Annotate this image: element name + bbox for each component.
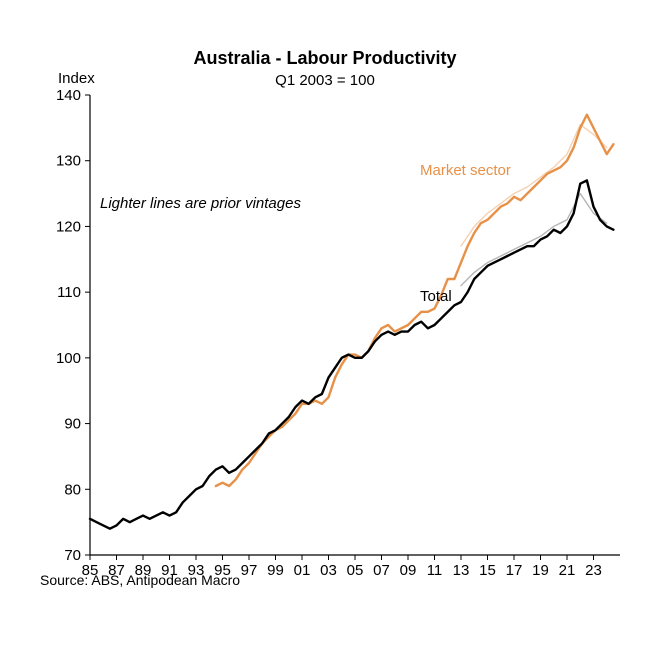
svg-text:70: 70 — [64, 547, 81, 564]
svg-text:01: 01 — [294, 562, 311, 579]
svg-text:17: 17 — [506, 562, 523, 579]
svg-text:13: 13 — [453, 562, 470, 579]
svg-text:03: 03 — [320, 562, 337, 579]
total-label: Total — [420, 288, 452, 305]
svg-text:80: 80 — [64, 481, 81, 498]
svg-text:90: 90 — [64, 416, 81, 433]
market-sector-label: Market sector — [420, 162, 511, 179]
svg-text:21: 21 — [559, 562, 576, 579]
svg-text:99: 99 — [267, 562, 284, 579]
svg-text:130: 130 — [56, 153, 81, 170]
chart-svg: 7080901001101201301408587899193959799010… — [0, 0, 650, 650]
chart-container: Australia - Labour Productivity Q1 2003 … — [0, 0, 650, 650]
svg-text:05: 05 — [347, 562, 364, 579]
vintage-annotation: Lighter lines are prior vintages — [100, 195, 301, 212]
svg-text:11: 11 — [427, 562, 443, 579]
svg-text:97: 97 — [241, 562, 258, 579]
svg-text:09: 09 — [400, 562, 417, 579]
svg-text:140: 140 — [56, 87, 81, 104]
svg-text:120: 120 — [56, 218, 81, 235]
svg-text:15: 15 — [479, 562, 496, 579]
svg-text:19: 19 — [532, 562, 549, 579]
svg-text:23: 23 — [585, 562, 602, 579]
svg-text:110: 110 — [57, 284, 81, 301]
source-text: Source: ABS, Antipodean Macro — [40, 572, 240, 588]
svg-text:100: 100 — [56, 350, 81, 367]
svg-text:07: 07 — [373, 562, 390, 579]
